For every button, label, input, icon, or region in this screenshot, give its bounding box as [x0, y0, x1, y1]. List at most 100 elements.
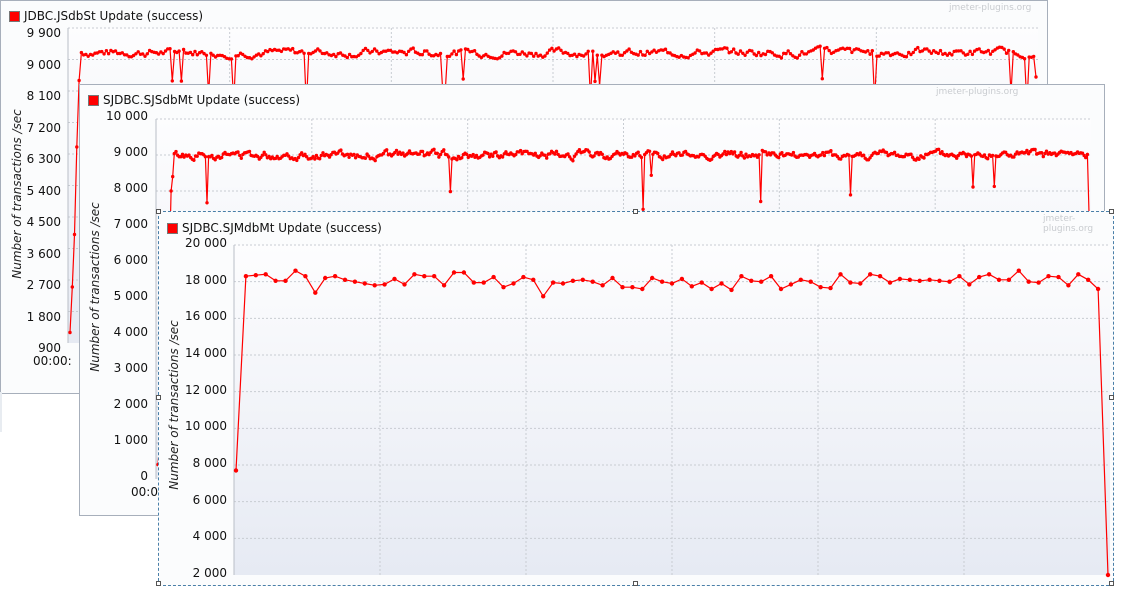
data-point	[693, 51, 697, 55]
data-point	[829, 149, 833, 153]
data-point	[338, 51, 343, 55]
data-point	[850, 50, 854, 55]
y-tick-label: 7 200	[26, 120, 61, 135]
legend-swatch	[88, 94, 99, 106]
data-point	[866, 49, 870, 53]
data-point	[927, 277, 932, 282]
data-point	[571, 159, 575, 163]
data-point	[723, 149, 727, 154]
data-point	[381, 151, 386, 156]
data-point	[241, 52, 245, 57]
data-point	[79, 50, 84, 55]
data-point	[425, 49, 429, 53]
resize-handle[interactable]	[1109, 209, 1114, 214]
data-point	[313, 49, 318, 53]
data-point	[986, 272, 992, 277]
data-point	[545, 51, 549, 55]
data-point	[188, 50, 193, 55]
chart-panel-3[interactable]: SJDBC.SJMdbMt Update (success) jmeter-pl…	[158, 211, 1114, 586]
data-point	[697, 49, 702, 53]
data-point	[518, 148, 523, 153]
data-point	[174, 149, 178, 154]
data-point	[204, 53, 209, 57]
data-point	[838, 272, 843, 277]
data-point	[302, 51, 306, 55]
data-point	[1033, 147, 1037, 152]
data-point	[452, 49, 456, 53]
data-point	[205, 201, 209, 205]
data-point	[1034, 75, 1038, 79]
data-point	[1002, 47, 1006, 51]
legend-3: SJDBC.SJMdbMt Update (success)	[167, 221, 382, 235]
data-point	[296, 155, 301, 160]
data-point	[670, 150, 675, 154]
resize-handle[interactable]	[633, 209, 638, 214]
data-point	[385, 148, 389, 152]
data-point	[435, 151, 439, 155]
y-tick-label: 2 700	[26, 278, 61, 292]
data-point	[716, 152, 720, 157]
resize-handle[interactable]	[156, 209, 161, 214]
data-point	[625, 49, 629, 53]
data-point	[236, 150, 240, 154]
data-point	[471, 152, 475, 157]
data-point	[1012, 155, 1016, 159]
data-point	[966, 52, 970, 56]
data-point	[1105, 572, 1111, 578]
resize-handle[interactable]	[633, 581, 638, 586]
data-point	[513, 50, 518, 54]
data-point	[260, 153, 265, 157]
data-point	[318, 49, 322, 53]
data-point	[1053, 151, 1057, 155]
data-point	[877, 274, 883, 279]
data-point	[401, 151, 405, 155]
data-point	[679, 276, 685, 282]
y-tick-label: 1 000	[113, 433, 148, 447]
data-point	[471, 280, 476, 285]
data-point	[518, 52, 522, 56]
data-point	[868, 272, 873, 277]
y-tick-label: 6 300	[26, 152, 61, 166]
resize-handle[interactable]	[1109, 395, 1114, 400]
data-point	[342, 277, 348, 282]
data-point	[195, 154, 199, 158]
data-point	[236, 54, 240, 58]
data-point	[777, 155, 781, 160]
y-tick-label: 6 000	[192, 492, 227, 507]
data-point	[610, 275, 615, 281]
y-tick-label: 9 900	[26, 26, 61, 40]
y-tick-label: 14 000	[185, 346, 227, 360]
data-point	[649, 173, 653, 177]
data-point	[638, 49, 643, 54]
data-point	[827, 48, 831, 53]
data-point	[529, 51, 534, 56]
data-point	[763, 150, 768, 154]
resize-handle[interactable]	[156, 395, 161, 400]
data-point	[786, 49, 790, 53]
data-point	[818, 44, 822, 48]
data-point	[511, 281, 516, 286]
data-point	[868, 156, 872, 160]
data-point	[947, 279, 952, 284]
data-point	[313, 157, 317, 161]
y-tick-label: 900	[38, 341, 61, 355]
data-point	[459, 48, 463, 52]
data-point	[627, 47, 631, 51]
data-point	[818, 285, 823, 290]
data-point	[1041, 154, 1045, 159]
data-point	[161, 51, 165, 56]
data-point	[625, 152, 629, 156]
data-point	[959, 49, 963, 53]
data-point	[847, 46, 852, 51]
data-point	[447, 155, 451, 159]
data-point	[595, 53, 599, 57]
data-point	[804, 52, 809, 56]
data-point	[750, 49, 754, 53]
resize-handle[interactable]	[1109, 581, 1114, 586]
data-point	[143, 54, 147, 58]
data-point	[295, 158, 299, 163]
resize-handle[interactable]	[156, 581, 161, 586]
data-point	[739, 150, 743, 155]
data-point	[1032, 54, 1036, 59]
plot-area-3	[233, 244, 1111, 578]
